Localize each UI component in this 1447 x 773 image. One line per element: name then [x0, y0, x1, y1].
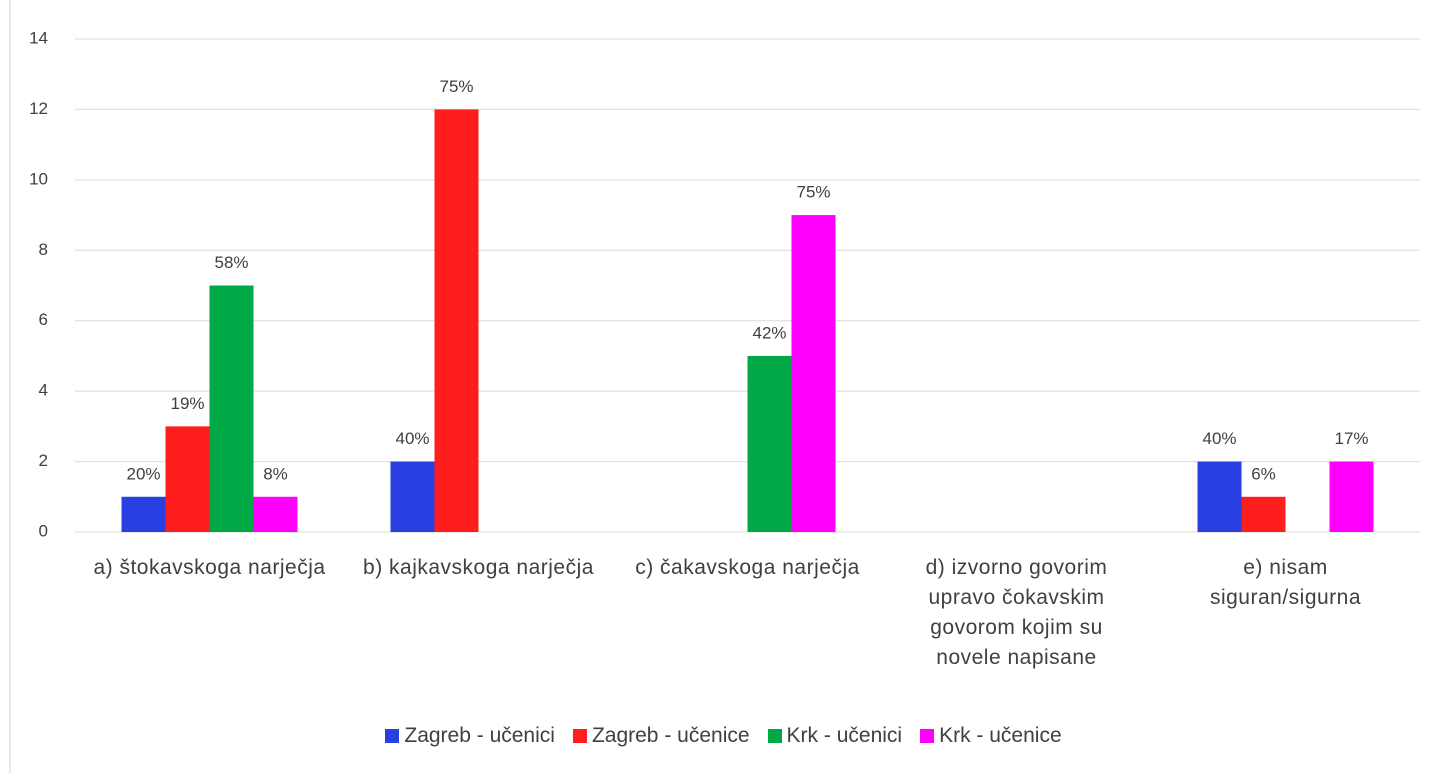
data-label: 75%: [439, 77, 473, 96]
y-tick-label: 2: [39, 451, 48, 470]
chart-border: [9, 0, 11, 773]
legend-item: Zagreb - učenici: [385, 724, 555, 748]
bar: [434, 109, 479, 532]
x-tick-label: a) štokavskoga narječja: [93, 556, 326, 579]
legend-item: Krk - učenice: [920, 724, 1062, 748]
y-tick-label: 10: [29, 169, 48, 188]
x-tick-label: c) čakavskoga narječja: [635, 556, 860, 579]
y-tick-label: 0: [39, 521, 48, 540]
bar: [1197, 461, 1242, 532]
x-tick-label: b) kajkavskoga narječja: [363, 556, 594, 579]
y-tick-label: 8: [39, 240, 48, 259]
data-label: 58%: [214, 253, 248, 272]
data-label: 6%: [1251, 464, 1276, 483]
data-label: 42%: [752, 323, 786, 342]
y-tick-label: 6: [39, 310, 48, 329]
bar: [253, 496, 298, 532]
data-label: 19%: [170, 394, 204, 413]
data-label: 8%: [263, 464, 288, 483]
y-tick-label: 14: [29, 28, 48, 47]
bar: [747, 355, 792, 532]
bar: [1241, 496, 1286, 532]
legend-swatch: [920, 729, 935, 743]
legend-item: Krk - učenici: [767, 724, 903, 748]
legend-swatch: [572, 729, 587, 743]
data-label: 17%: [1334, 429, 1368, 448]
data-label: 40%: [395, 429, 429, 448]
legend-swatch: [385, 729, 400, 743]
bar: [791, 215, 836, 533]
x-tick-label: d) izvorno govorim upravo čokavskim govo…: [925, 556, 1108, 669]
legend-label: Krk - učenici: [786, 724, 903, 747]
legend-swatch: [767, 729, 782, 743]
bar: [209, 285, 254, 532]
legend: Zagreb - učenici Zagreb - učenice Krk - uč…: [0, 724, 1447, 748]
bar: [1329, 461, 1374, 532]
bar: [165, 426, 210, 532]
data-label: 20%: [126, 464, 160, 483]
legend-label: Krk - učenice: [939, 724, 1062, 747]
y-tick-label: 4: [39, 381, 48, 400]
x-tick-label: e) nisam siguran/sigurna: [1209, 556, 1362, 609]
bar: [121, 496, 166, 532]
legend-label: Zagreb - učenici: [404, 724, 555, 747]
data-label: 75%: [796, 183, 830, 202]
legend-item: Zagreb - učenice: [572, 724, 750, 748]
y-tick-label: 12: [29, 99, 48, 118]
bar: [390, 461, 435, 532]
legend-label: Zagreb - učenice: [591, 724, 750, 747]
data-label: 40%: [1202, 429, 1236, 448]
